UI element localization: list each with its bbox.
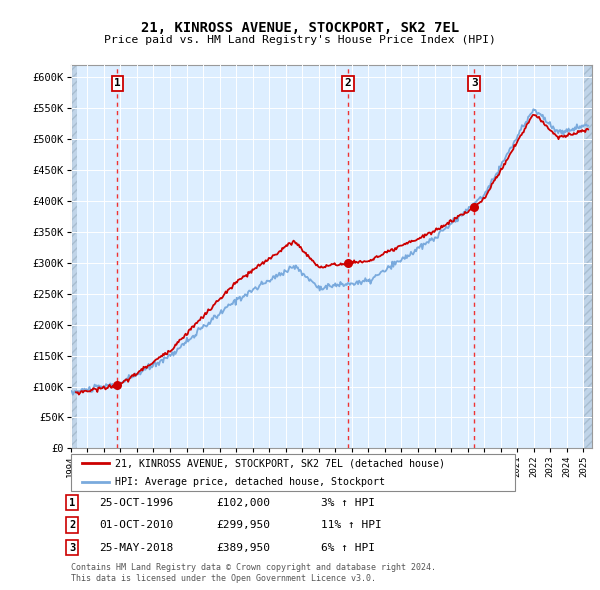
Text: £299,950: £299,950 <box>216 520 270 530</box>
Text: 1: 1 <box>69 498 75 507</box>
Text: 11% ↑ HPI: 11% ↑ HPI <box>321 520 382 530</box>
Text: 3: 3 <box>69 543 75 552</box>
Text: Price paid vs. HM Land Registry's House Price Index (HPI): Price paid vs. HM Land Registry's House … <box>104 35 496 45</box>
Text: 25-MAY-2018: 25-MAY-2018 <box>99 543 173 552</box>
Text: 6% ↑ HPI: 6% ↑ HPI <box>321 543 375 552</box>
Text: 1: 1 <box>114 78 121 88</box>
Text: 3: 3 <box>471 78 478 88</box>
Text: 25-OCT-1996: 25-OCT-1996 <box>99 498 173 507</box>
Text: Contains HM Land Registry data © Crown copyright and database right 2024.: Contains HM Land Registry data © Crown c… <box>71 563 436 572</box>
Text: 3% ↑ HPI: 3% ↑ HPI <box>321 498 375 507</box>
Bar <box>71 65 77 448</box>
Text: This data is licensed under the Open Government Licence v3.0.: This data is licensed under the Open Gov… <box>71 574 376 583</box>
Bar <box>583 65 592 448</box>
Bar <box>71 65 77 448</box>
Text: 21, KINROSS AVENUE, STOCKPORT, SK2 7EL (detached house): 21, KINROSS AVENUE, STOCKPORT, SK2 7EL (… <box>115 458 445 468</box>
FancyBboxPatch shape <box>71 454 515 491</box>
Text: 2: 2 <box>344 78 351 88</box>
Text: 21, KINROSS AVENUE, STOCKPORT, SK2 7EL: 21, KINROSS AVENUE, STOCKPORT, SK2 7EL <box>141 21 459 35</box>
Text: £389,950: £389,950 <box>216 543 270 552</box>
Text: 01-OCT-2010: 01-OCT-2010 <box>99 520 173 530</box>
Bar <box>583 65 592 448</box>
Text: 2: 2 <box>69 520 75 530</box>
Text: £102,000: £102,000 <box>216 498 270 507</box>
Text: HPI: Average price, detached house, Stockport: HPI: Average price, detached house, Stoc… <box>115 477 385 487</box>
